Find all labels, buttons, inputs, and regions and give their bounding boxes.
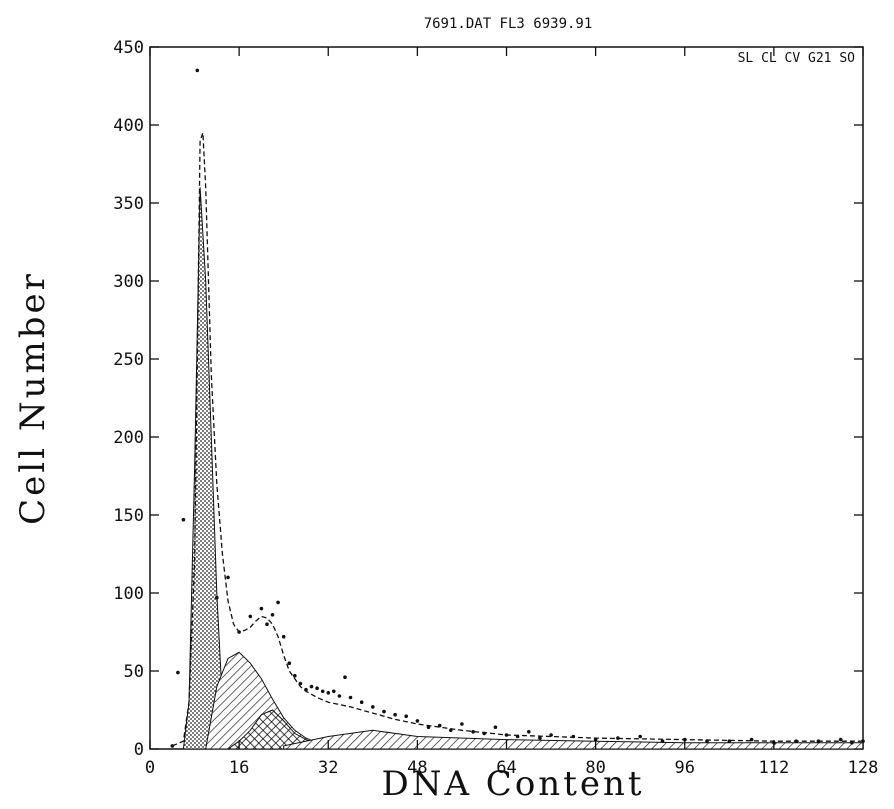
data-point [195,68,200,73]
data-point [504,733,509,737]
series-layer [170,68,865,750]
y-tick-label: 400 [113,116,144,136]
data-point [404,714,409,718]
y-tick-label: 0 [134,740,144,760]
tick-labels-layer: 0 16 32 48 64 80 96 112 128 0 50 100 150 200 250 300 350… [113,38,878,778]
data-point [571,734,576,739]
data-point [226,575,230,580]
data-point [527,730,531,734]
data-point [415,719,420,723]
legend-text: SL CL CV G21 SO [738,51,856,66]
x-tick-label: 64 [496,758,516,778]
x-tick-label: 48 [407,758,427,778]
x-tick-label: 16 [229,758,249,778]
data-point [426,725,431,729]
series-tail-area [283,729,864,750]
data-point [838,737,843,742]
data-point [683,737,687,742]
data-point [493,725,498,729]
x-tick-label: 0 [145,758,155,778]
data-point [343,675,347,679]
x-tick-label: 96 [675,758,695,778]
data-point [359,700,364,704]
data-point [337,694,342,698]
data-point [332,689,336,694]
data-point [298,681,303,686]
x-tick-label: 80 [585,758,605,778]
x-tick-label: 32 [318,758,338,778]
y-tick-label: 350 [113,194,144,214]
series-fit-line [172,132,863,747]
data-point [315,686,319,690]
plot-frame [149,46,864,750]
data-point [265,622,269,626]
data-point [304,687,308,692]
data-point [449,728,453,733]
y-tick-label: 450 [113,38,144,58]
data-point [348,695,353,700]
data-point [727,739,732,743]
chart-title: 7691.DAT FL3 6939.91 [424,16,593,32]
data-point [482,731,487,736]
x-tick-label: 112 [759,758,790,778]
data-point [309,684,314,689]
data-point [293,673,297,678]
y-tick-label: 100 [113,584,144,604]
data-point [638,734,642,739]
data-point [170,744,175,748]
data-point [237,630,241,634]
data-point [471,730,475,734]
data-point [816,739,821,743]
y-tick-label: 250 [113,350,144,370]
x-axis-title: DNA Content [381,764,644,804]
data-point [276,600,280,605]
ticks-layer [149,46,864,750]
data-point [460,722,464,726]
data-point [850,741,854,745]
data-point [393,712,397,717]
data-point [382,709,386,714]
data-point [437,723,442,728]
y-tick-label: 150 [113,506,144,526]
data-point [515,734,520,739]
data-point [705,739,709,743]
data-point [660,739,665,743]
data-point [176,670,180,675]
y-axis-title: Cell Number [13,271,53,525]
y-tick-label: 200 [113,428,144,448]
x-tick-label: 128 [848,758,879,778]
data-point [371,705,375,709]
data-point [616,736,620,740]
data-point [259,606,264,611]
data-point [270,613,275,617]
data-point [749,737,754,742]
data-point [326,691,331,695]
data-point [794,739,798,743]
y-tick-label: 300 [113,272,144,292]
data-point [281,634,286,639]
data-point [593,737,598,742]
y-tick-label: 50 [124,662,144,682]
data-point [215,595,219,600]
data-point [248,614,253,619]
data-point [181,517,186,522]
data-point [320,689,325,694]
data-point [287,661,292,665]
data-point [538,736,542,740]
data-point [549,733,553,737]
